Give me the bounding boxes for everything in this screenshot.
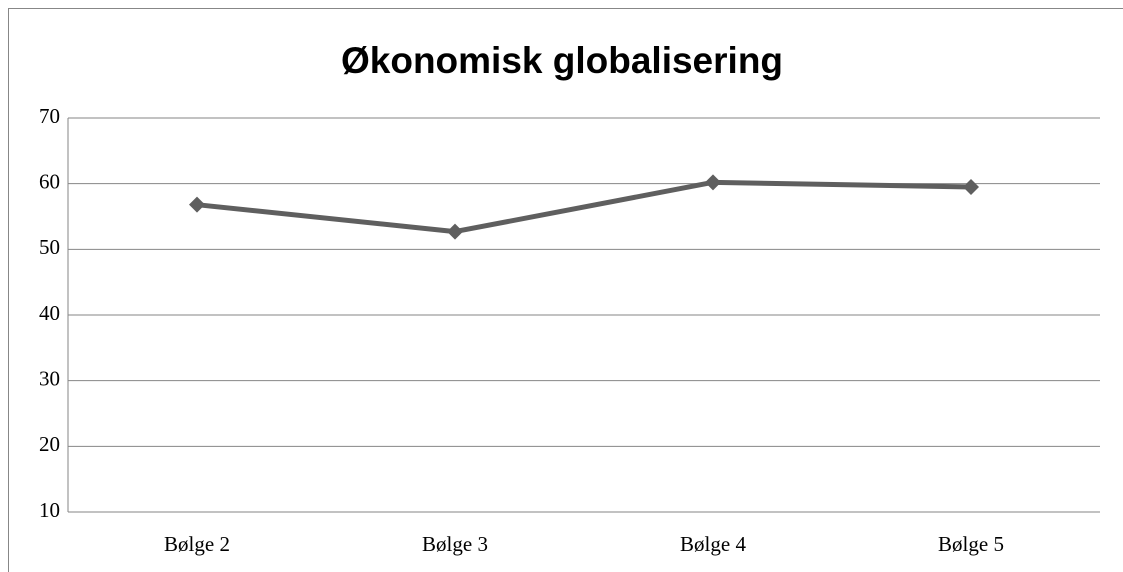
y-tick-label: 50	[39, 235, 60, 259]
data-marker	[189, 196, 205, 213]
data-marker	[447, 223, 463, 240]
y-tick-label: 20	[39, 432, 60, 456]
y-tick-label: 70	[39, 104, 60, 128]
y-tick-label: 30	[39, 366, 60, 390]
chart-title: Økonomisk globalisering	[341, 40, 783, 81]
data-marker	[705, 174, 721, 191]
chart-frame	[8, 8, 1123, 572]
y-tick-label: 40	[39, 301, 60, 325]
x-tick-label: Bølge 5	[938, 532, 1004, 556]
x-tick-label: Bølge 3	[422, 532, 488, 556]
x-tick-label: Bølge 4	[680, 532, 746, 556]
y-tick-label: 60	[39, 169, 60, 193]
data-line	[196, 179, 972, 235]
data-marker	[963, 178, 979, 195]
x-tick-label: Bølge 2	[164, 532, 230, 556]
y-tick-label: 10	[39, 498, 60, 522]
